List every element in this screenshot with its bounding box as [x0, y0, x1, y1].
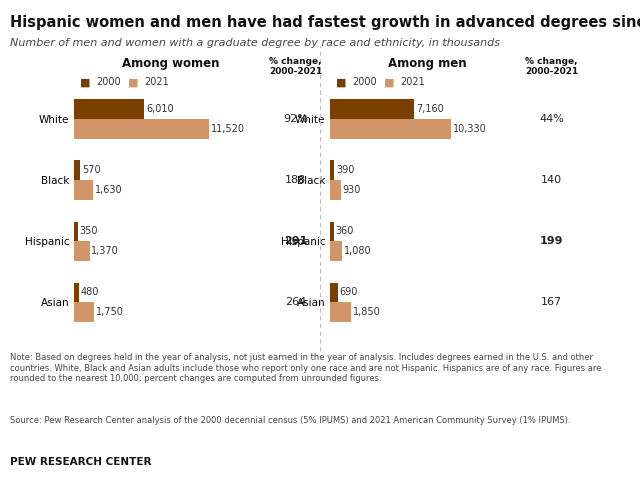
Bar — [330, 161, 334, 180]
Text: 350: 350 — [79, 227, 98, 236]
Text: 1,750: 1,750 — [96, 307, 124, 317]
Text: 2000: 2000 — [352, 77, 376, 88]
Text: 264: 264 — [285, 297, 307, 307]
Text: 6,010: 6,010 — [146, 104, 174, 114]
Text: Number of men and women with a graduate degree by race and ethnicity, in thousan: Number of men and women with a graduate … — [10, 38, 500, 48]
Text: Among women: Among women — [122, 57, 220, 70]
Text: Among men: Among men — [388, 57, 467, 70]
Bar — [330, 302, 351, 322]
Text: 7,160: 7,160 — [416, 104, 444, 114]
Text: 2000: 2000 — [96, 77, 120, 88]
Text: 930: 930 — [342, 185, 360, 195]
Text: 360: 360 — [335, 227, 354, 236]
Bar — [74, 161, 80, 180]
Text: 480: 480 — [81, 287, 99, 297]
Text: 92%: 92% — [284, 114, 308, 124]
Bar — [74, 99, 145, 119]
Text: Source: Pew Research Center analysis of the 2000 decennial census (5% IPUMS) and: Source: Pew Research Center analysis of … — [10, 416, 570, 425]
Text: 44%: 44% — [540, 114, 564, 124]
Bar — [330, 99, 414, 119]
Bar — [330, 222, 334, 241]
Bar — [74, 222, 77, 241]
Bar — [74, 241, 90, 260]
Bar — [330, 119, 451, 138]
Text: % change,
2000-2021: % change, 2000-2021 — [525, 57, 579, 76]
Bar — [74, 283, 79, 302]
Text: 1,850: 1,850 — [353, 307, 381, 317]
Text: 2021: 2021 — [400, 77, 425, 88]
Text: 199: 199 — [540, 236, 563, 246]
Text: 10,330: 10,330 — [453, 124, 487, 134]
Text: ■: ■ — [384, 77, 394, 88]
Text: ■: ■ — [336, 77, 346, 88]
Text: Note: Based on degrees held in the year of analysis, not just earned in the year: Note: Based on degrees held in the year … — [10, 353, 601, 383]
Text: ■: ■ — [80, 77, 90, 88]
Text: 11,520: 11,520 — [211, 124, 245, 134]
Text: 1,630: 1,630 — [95, 185, 122, 195]
Text: 140: 140 — [541, 175, 563, 185]
Text: % change,
2000-2021: % change, 2000-2021 — [269, 57, 323, 76]
Text: 690: 690 — [339, 287, 358, 297]
Bar — [330, 241, 342, 260]
Bar — [330, 180, 340, 199]
Text: 1,370: 1,370 — [92, 246, 119, 256]
Text: ■: ■ — [128, 77, 138, 88]
Bar — [330, 283, 338, 302]
Text: 188: 188 — [285, 175, 307, 185]
Bar — [74, 302, 94, 322]
Text: 2021: 2021 — [144, 77, 169, 88]
Bar — [74, 119, 209, 138]
Text: Hispanic women and men have had fastest growth in advanced degrees since 2000: Hispanic women and men have had fastest … — [10, 15, 640, 30]
Bar — [74, 180, 93, 199]
Text: 390: 390 — [336, 165, 355, 175]
Text: 291: 291 — [284, 236, 307, 246]
Text: 570: 570 — [82, 165, 100, 175]
Text: PEW RESEARCH CENTER: PEW RESEARCH CENTER — [10, 457, 151, 468]
Text: 1,080: 1,080 — [344, 246, 372, 256]
Text: 167: 167 — [541, 297, 563, 307]
